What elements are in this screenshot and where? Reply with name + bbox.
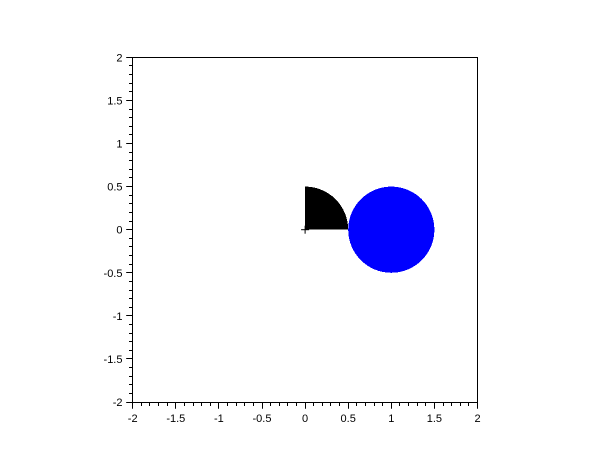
- svg-text:-1: -1: [214, 413, 224, 425]
- svg-text:1.5: 1.5: [427, 413, 442, 425]
- svg-text:-2: -2: [113, 397, 123, 409]
- svg-text:1: 1: [116, 139, 122, 151]
- svg-text:-0.5: -0.5: [253, 413, 272, 425]
- svg-text:0: 0: [302, 413, 308, 425]
- svg-text:1: 1: [388, 413, 394, 425]
- svg-text:2: 2: [474, 413, 480, 425]
- svg-text:-1.5: -1.5: [104, 354, 123, 366]
- svg-text:2: 2: [116, 52, 122, 64]
- svg-text:0: 0: [116, 225, 122, 237]
- svg-text:0.5: 0.5: [107, 182, 122, 194]
- svg-text:-1.5: -1.5: [166, 413, 185, 425]
- svg-text:0.5: 0.5: [341, 413, 356, 425]
- svg-text:-0.5: -0.5: [104, 268, 123, 280]
- svg-text:1.5: 1.5: [107, 95, 122, 107]
- svg-text:-2: -2: [128, 413, 138, 425]
- svg-text:-1: -1: [113, 311, 123, 323]
